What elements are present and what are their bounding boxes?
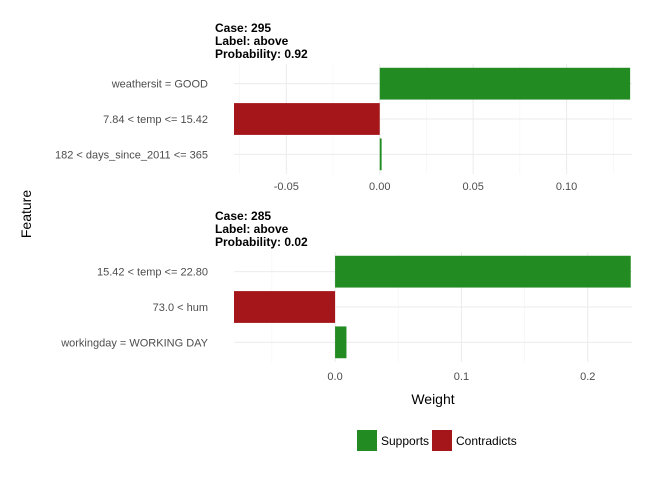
bar-supports bbox=[379, 67, 631, 100]
bar-contradicts bbox=[234, 291, 336, 323]
bar-supports bbox=[379, 138, 382, 171]
panel-title-line: Case: 285 bbox=[215, 209, 271, 223]
bar-supports bbox=[335, 255, 631, 288]
legend-contradicts-label: Contradicts bbox=[456, 434, 517, 448]
feature-label: workingday = WORKING DAY bbox=[60, 337, 208, 349]
legend-supports-label: Supports bbox=[381, 434, 429, 448]
panel-title-line: Case: 295 bbox=[215, 21, 271, 35]
x-tick-label: 0.0 bbox=[327, 371, 342, 383]
x-tick-label: 0.05 bbox=[462, 181, 483, 193]
legend-contradicts-swatch bbox=[432, 430, 452, 451]
panel-title-line: Probability: 0.92 bbox=[215, 47, 308, 61]
x-axis-title: Weight bbox=[411, 391, 454, 407]
feature-label: 15.42 < temp <= 22.80 bbox=[97, 267, 208, 279]
panel-title-line: Probability: 0.02 bbox=[215, 235, 308, 249]
x-tick-label: 0.10 bbox=[556, 181, 577, 193]
bar-contradicts bbox=[234, 103, 380, 135]
x-tick-label: 0.00 bbox=[369, 181, 390, 193]
legend-supports-swatch bbox=[357, 430, 377, 451]
feature-label: weathersit = GOOD bbox=[111, 79, 208, 91]
panel-title-line: Label: above bbox=[215, 222, 289, 236]
feature-label: 182 < days_since_2011 <= 365 bbox=[55, 149, 208, 161]
x-tick-label: -0.05 bbox=[274, 181, 299, 193]
panel-title-line: Label: above bbox=[215, 34, 289, 48]
feature-label: 7.84 < temp <= 15.42 bbox=[103, 114, 208, 126]
bar-supports bbox=[335, 326, 347, 359]
x-tick-label: 0.2 bbox=[580, 371, 595, 383]
y-axis-title: Feature bbox=[18, 190, 34, 238]
x-tick-label: 0.1 bbox=[454, 371, 469, 383]
feature-label: 73.0 < hum bbox=[153, 302, 208, 314]
